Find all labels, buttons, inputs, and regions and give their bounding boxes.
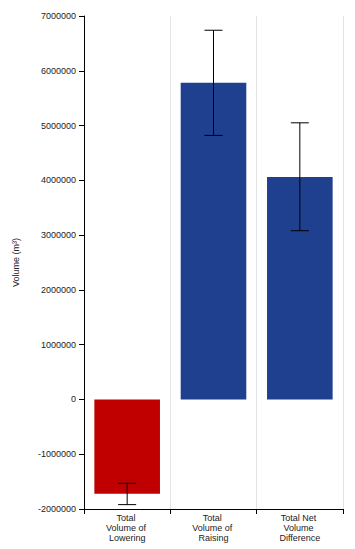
svg-text:Volume: Volume xyxy=(284,523,317,533)
svg-text:Volume (m³): Volume (m³) xyxy=(11,238,21,287)
svg-text:5000000: 5000000 xyxy=(41,121,76,131)
svg-text:-2000000: -2000000 xyxy=(38,504,76,514)
svg-text:6000000: 6000000 xyxy=(41,66,76,76)
svg-text:0: 0 xyxy=(71,394,76,404)
svg-text:-1000000: -1000000 xyxy=(38,449,76,459)
svg-text:1000000: 1000000 xyxy=(41,340,76,350)
svg-text:3000000: 3000000 xyxy=(41,230,76,240)
svg-text:Total: Total xyxy=(116,513,138,523)
svg-text:Total: Total xyxy=(203,513,225,523)
svg-text:4000000: 4000000 xyxy=(41,175,76,185)
svg-text:Volume of: Volume of xyxy=(106,523,149,533)
svg-text:Lowering: Lowering xyxy=(109,533,146,543)
svg-text:Difference: Difference xyxy=(279,533,320,543)
svg-text:2000000: 2000000 xyxy=(41,285,76,295)
svg-text:Total Net: Total Net xyxy=(281,513,319,523)
svg-text:Volume of: Volume of xyxy=(192,523,235,533)
svg-text:7000000: 7000000 xyxy=(41,11,76,21)
svg-text:Raising: Raising xyxy=(198,533,228,543)
